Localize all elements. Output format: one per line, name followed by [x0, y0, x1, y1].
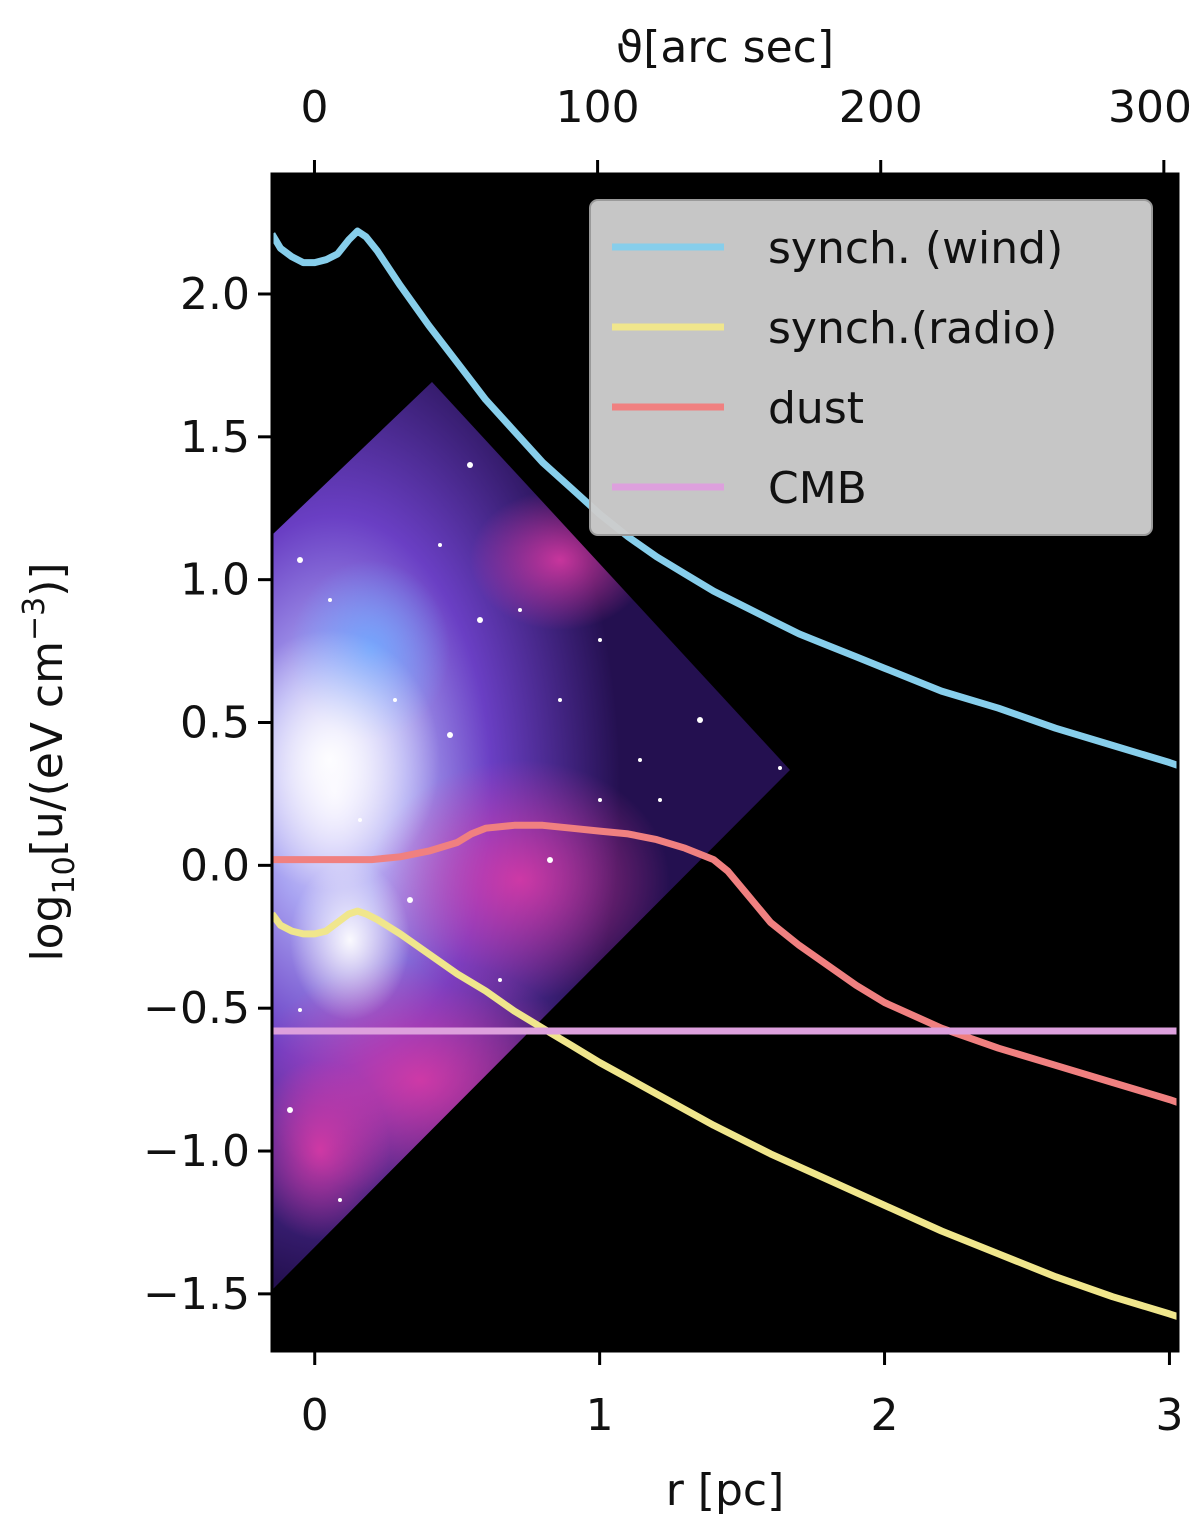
x-axis-label: r [pc]: [666, 1465, 785, 1516]
star: [697, 717, 703, 723]
star: [477, 617, 483, 623]
y-tick-label: 1.5: [180, 412, 250, 463]
star: [438, 543, 442, 547]
x-tick-label: 3: [1155, 1390, 1183, 1441]
legend-label-2: dust: [768, 383, 864, 434]
y-tick-label: −0.5: [143, 983, 250, 1034]
y-tick-label: 0.5: [180, 698, 250, 749]
y-tick-label: 2.0: [180, 269, 250, 320]
y-axis-label-suffix: )]: [22, 562, 73, 596]
top-tick-label: 100: [556, 82, 640, 133]
star: [338, 1198, 342, 1202]
x-tick-label: 2: [871, 1390, 899, 1441]
star: [287, 1107, 293, 1113]
y-tick-label: −1.5: [143, 1269, 250, 1320]
y-axis-label-mid: [u/(eV cm: [22, 641, 73, 856]
star: [518, 608, 522, 612]
star: [658, 798, 662, 802]
legend-label-1: synch.(radio): [768, 303, 1057, 354]
y-tick-label: −1.0: [143, 1126, 250, 1177]
legend-label-0: synch. (wind): [768, 223, 1063, 274]
star: [467, 462, 473, 468]
legend-box: [589, 199, 1153, 536]
star: [328, 598, 332, 602]
top-tick-label: 0: [300, 82, 328, 133]
legend: synch. (wind) synch.(radio) dust CMB: [589, 199, 1153, 536]
star: [778, 766, 782, 770]
y-axis-label-sup: −3: [17, 597, 52, 641]
x-tick-label: 0: [301, 1390, 329, 1441]
y-tick-label: 1.0: [180, 555, 250, 606]
x-tick-label: 1: [586, 1390, 614, 1441]
star: [598, 638, 602, 642]
y-axis-label-prefix: log: [22, 894, 73, 961]
top-x-axis-label: ϑ[arc sec]: [616, 22, 834, 73]
series-line-1: [272, 907, 1178, 1321]
plot-frame: [270, 172, 1180, 1353]
star: [447, 732, 453, 738]
y-axis-label-sub: 10: [47, 856, 82, 894]
star: [558, 698, 562, 702]
star: [547, 857, 553, 863]
star: [407, 897, 413, 903]
star: [298, 1008, 302, 1012]
star: [598, 798, 602, 802]
y-axis-label: log10[u/(eV cm−3)]: [17, 562, 82, 961]
top-tick-label: 200: [839, 82, 923, 133]
top-tick-label: 300: [1108, 82, 1192, 133]
star: [393, 698, 397, 702]
series-line-0: [272, 227, 1178, 769]
star: [498, 978, 502, 982]
star: [297, 557, 303, 563]
star: [638, 758, 642, 762]
star: [358, 818, 362, 822]
legend-label-3: CMB: [768, 463, 867, 514]
y-tick-label: 0.0: [180, 840, 250, 891]
